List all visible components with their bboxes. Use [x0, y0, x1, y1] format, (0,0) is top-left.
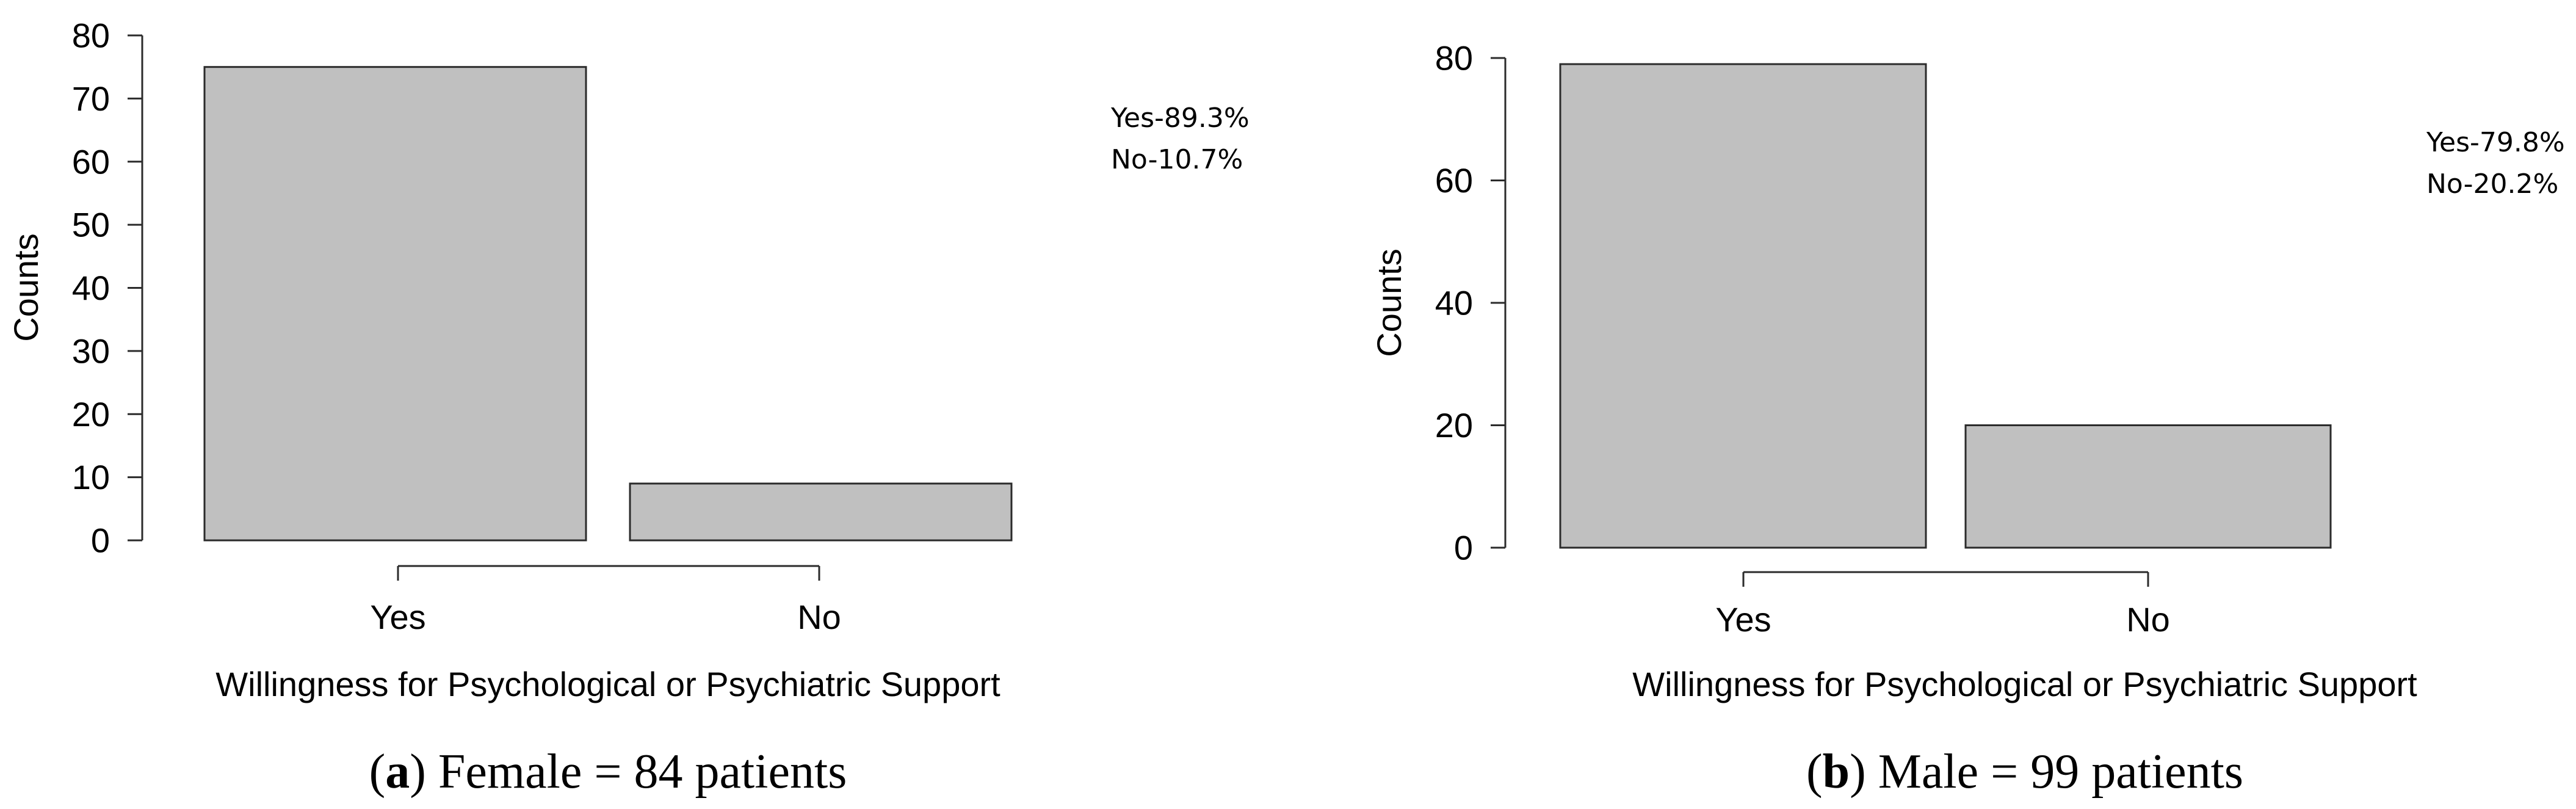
y-tick-label: 0 [91, 521, 110, 560]
bar-yes [203, 66, 587, 542]
y-tick-label: 70 [72, 79, 110, 118]
y-tick-label: 40 [72, 269, 110, 307]
x-axis-title: Willingness for Psychological or Psychia… [215, 665, 1000, 703]
x-tick-label-yes: Yes [1715, 600, 1771, 639]
bar-no [1964, 424, 2332, 549]
y-tick-label: 30 [72, 332, 110, 370]
percentage-annotation: Yes-89.3% [1110, 103, 1250, 134]
caption-open-paren: ( [369, 745, 386, 799]
x-axis-title: Willingness for Psychological or Psychia… [1632, 665, 2417, 703]
y-tick-label: 60 [72, 142, 110, 181]
panel-caption: (b) Male = 99 patients [1806, 745, 2243, 799]
chart-panel-male: 0 20 40 60 80 Yes No Counts Willingness for Psyc… [1370, 39, 2565, 799]
caption-letter: a [385, 745, 410, 799]
y-tick-label: 20 [1435, 406, 1473, 444]
x-tick-label-yes: Yes [370, 598, 425, 636]
percentage-annotation: No-10.7% [1111, 144, 1243, 175]
x-tick-label-no: No [2126, 600, 2170, 639]
caption-open-paren: ( [1806, 745, 1823, 799]
y-tick-label: 50 [72, 206, 110, 244]
y-tick-label: 40 [1435, 284, 1473, 322]
y-tick-label: 60 [1435, 161, 1473, 200]
bar-no [629, 482, 1013, 542]
caption-text: Female = 84 patients [426, 745, 847, 799]
percentage-annotation: Yes-79.8% [2426, 127, 2565, 158]
y-tick-label: 80 [72, 16, 110, 55]
y-tick-label: 20 [72, 395, 110, 434]
bar-yes [1559, 63, 1927, 549]
y-tick-label: 80 [1435, 39, 1473, 78]
panel-caption: (a) Female = 84 patients [369, 745, 847, 799]
y-axis-title: Counts [1370, 249, 1408, 357]
y-tick-label: 0 [1454, 529, 1473, 567]
caption-letter: b [1823, 745, 1850, 799]
y-tick-label: 10 [72, 458, 110, 496]
x-tick-label-no: No [797, 598, 841, 636]
percentage-annotation: No-20.2% [2426, 169, 2558, 200]
caption-close-paren: ) [410, 745, 426, 799]
chart-panel-female: 0 10 20 30 40 50 60 70 80 Yes No Counts Willingness … [7, 16, 1250, 799]
caption-close-paren: ) [1850, 745, 1866, 799]
caption-text: Male = 99 patients [1866, 745, 2243, 799]
y-axis-title: Counts [7, 233, 45, 341]
